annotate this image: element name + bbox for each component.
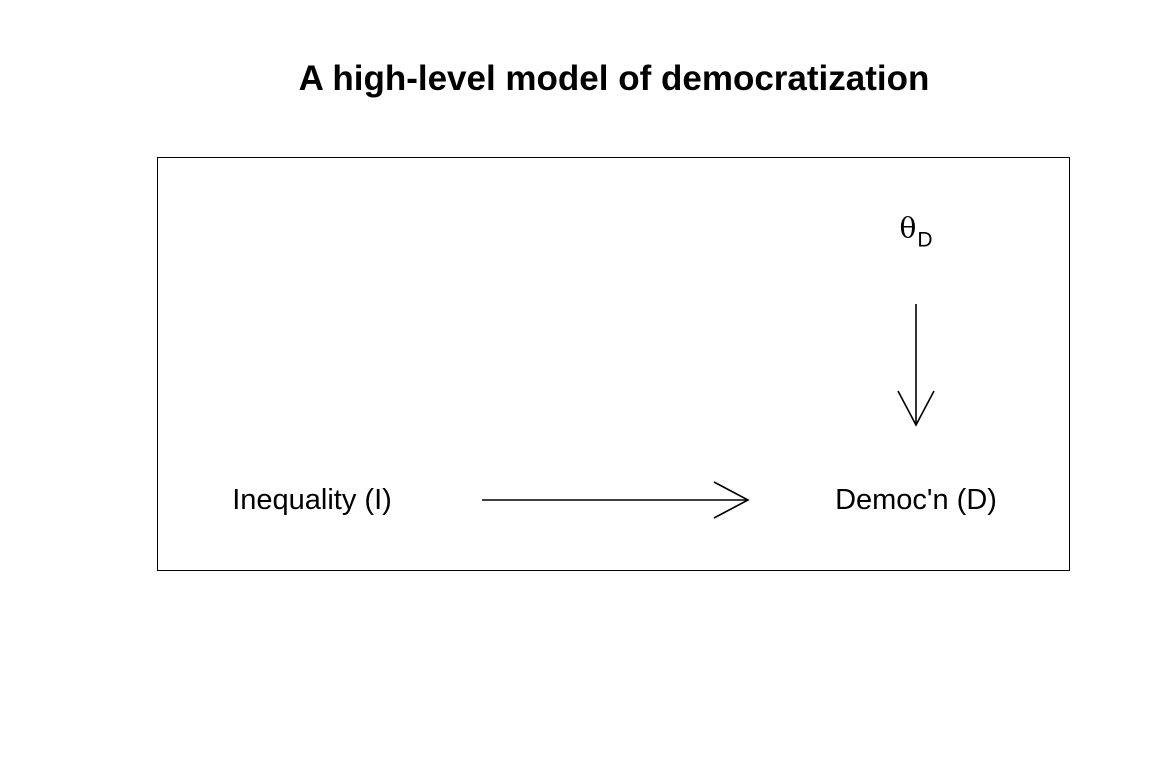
diagram-frame xyxy=(157,157,1070,571)
theta-symbol: θ xyxy=(899,211,917,245)
node-theta-d: θD xyxy=(899,211,933,252)
node-inequality: Inequality (I) xyxy=(232,484,392,516)
theta-subscript: D xyxy=(917,228,933,252)
node-democratization: Democ'n (D) xyxy=(835,484,997,516)
diagram-title: A high-level model of democratization xyxy=(298,59,930,98)
